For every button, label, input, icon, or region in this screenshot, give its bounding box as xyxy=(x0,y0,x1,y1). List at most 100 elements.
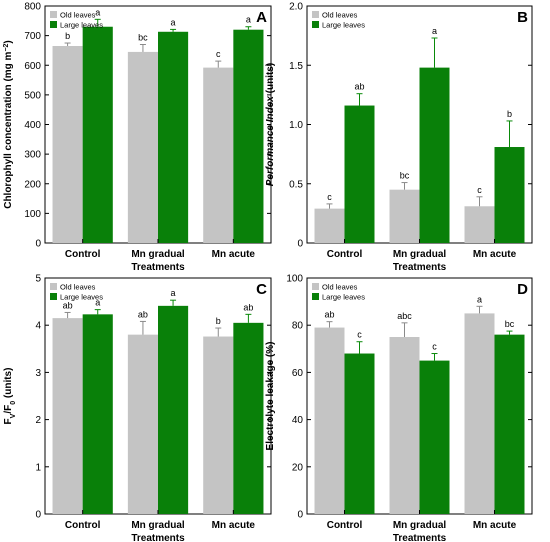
category-label: Control xyxy=(327,249,363,260)
category-label: Mn acute xyxy=(473,249,517,260)
x-axis-title: Treatments xyxy=(393,533,447,542)
legend-label: Old leaves xyxy=(322,283,358,292)
significance-letter: abc xyxy=(397,311,412,321)
significance-letter: c xyxy=(357,330,362,340)
y-tick-label: 800 xyxy=(24,2,41,13)
y-tick-label: 2 xyxy=(35,415,41,426)
old-leaves-bar xyxy=(389,337,420,514)
legend-swatch xyxy=(312,11,319,18)
large-leaves-bar xyxy=(494,334,525,514)
significance-letter: b xyxy=(65,31,70,41)
significance-letter: ab xyxy=(138,309,148,319)
legend-swatch xyxy=(50,11,57,18)
category-label: Mn acute xyxy=(212,249,256,260)
panel-c: 0 1 2 3 4 5 FV/F0 (units) Cab a Control ab a Mn grad… xyxy=(3,274,272,542)
old-leaves-bar xyxy=(464,313,495,514)
large-leaves-bar xyxy=(344,105,375,243)
significance-letter: c xyxy=(432,342,437,352)
panel-b: 0 0.5 1.0 1.5 2.0 Performance Index (units) Bc… xyxy=(265,2,533,273)
y-tick-label: 100 xyxy=(24,209,41,220)
category-label: Mn acute xyxy=(212,520,256,531)
x-axis-title: Treatments xyxy=(393,262,447,273)
y-axis-title: Chlorophyll concentration (mg m−2) xyxy=(3,40,15,209)
y-tick-label: 2.0 xyxy=(289,2,303,13)
legend-label: Large leaves xyxy=(322,21,365,30)
panel-letter: C xyxy=(256,281,267,298)
category-label: Mn acute xyxy=(473,520,517,531)
y-tick-label: 5 xyxy=(35,274,41,285)
significance-letter: b xyxy=(216,316,221,326)
legend-swatch xyxy=(312,293,319,300)
y-tick-label: 600 xyxy=(24,61,41,72)
large-leaves-bar xyxy=(82,26,113,243)
panel-letter: B xyxy=(517,9,528,26)
y-tick-label: 60 xyxy=(292,368,304,379)
y-tick-label: 200 xyxy=(24,179,41,190)
significance-letter: bc xyxy=(400,171,410,181)
old-leaves-bar xyxy=(389,189,420,243)
y-tick-label: 0.5 xyxy=(289,179,303,190)
y-tick-label: 400 xyxy=(24,120,41,131)
large-leaves-bar xyxy=(344,353,375,514)
category-label: Mn gradual xyxy=(131,520,185,531)
category-label: Mn gradual xyxy=(393,249,447,260)
large-leaves-bar xyxy=(82,314,113,514)
category-label: Control xyxy=(65,249,101,260)
category-label: Control xyxy=(65,520,101,531)
significance-letter: bc xyxy=(138,33,148,43)
old-leaves-bar xyxy=(314,208,345,243)
significance-letter: a xyxy=(95,7,100,17)
old-leaves-bar xyxy=(127,51,158,244)
old-leaves-bar xyxy=(314,327,345,514)
significance-letter: a xyxy=(171,17,176,27)
category-label: Mn gradual xyxy=(393,520,447,531)
legend-swatch xyxy=(50,283,57,290)
significance-letter: a xyxy=(432,26,437,36)
large-leaves-bar xyxy=(158,31,189,244)
significance-letter: c xyxy=(216,49,221,59)
large-leaves-bar xyxy=(419,360,450,514)
y-tick-label: 4 xyxy=(35,321,41,332)
y-tick-label: 0 xyxy=(297,239,303,250)
large-leaves-bar xyxy=(233,29,264,244)
large-leaves-bar xyxy=(158,305,189,514)
large-leaves-bar xyxy=(233,322,264,514)
significance-letter: ab xyxy=(354,82,364,92)
legend-label: Old leaves xyxy=(60,283,96,292)
significance-letter: a xyxy=(246,15,251,25)
old-leaves-bar xyxy=(203,67,234,244)
panel-letter: D xyxy=(517,281,528,298)
panel-letter: A xyxy=(256,9,267,26)
y-tick-label: 300 xyxy=(24,150,41,161)
large-leaves-bar xyxy=(419,67,450,244)
y-axis-title: FV/F0 (units) xyxy=(3,368,17,425)
significance-letter: c xyxy=(327,192,332,202)
large-leaves-bar xyxy=(494,147,525,243)
y-tick-label: 100 xyxy=(286,274,303,285)
significance-letter: a xyxy=(477,294,482,304)
old-leaves-bar xyxy=(464,206,495,243)
significance-letter: ab xyxy=(243,302,253,312)
legend-label: Old leaves xyxy=(60,11,96,20)
y-tick-label: 80 xyxy=(292,321,304,332)
category-label: Mn gradual xyxy=(131,249,185,260)
old-leaves-bar xyxy=(52,45,83,244)
legend-label: Large leaves xyxy=(60,21,103,30)
legend-swatch xyxy=(50,293,57,300)
legend-label: Old leaves xyxy=(322,11,358,20)
y-tick-label: 1 xyxy=(35,462,41,473)
significance-letter: bc xyxy=(505,319,515,329)
old-leaves-bar xyxy=(127,334,158,514)
y-tick-label: 0 xyxy=(35,510,41,521)
y-tick-label: 3 xyxy=(35,368,41,379)
y-tick-label: 0 xyxy=(297,510,303,521)
legend-swatch xyxy=(50,21,57,28)
old-leaves-bar xyxy=(52,318,83,514)
significance-letter: b xyxy=(507,109,512,119)
significance-letter: a xyxy=(95,298,100,308)
significance-letter: ab xyxy=(324,310,334,320)
x-axis-title: Treatments xyxy=(131,262,185,273)
x-axis-title: Treatments xyxy=(131,533,185,542)
